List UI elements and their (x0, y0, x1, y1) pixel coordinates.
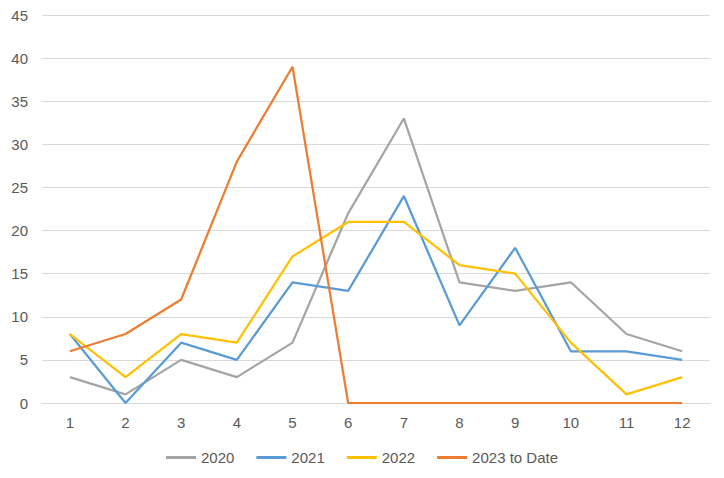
svg-text:6: 6 (344, 414, 352, 431)
svg-text:5: 5 (20, 351, 28, 368)
svg-text:10: 10 (562, 414, 579, 431)
svg-text:35: 35 (11, 93, 28, 110)
svg-text:11: 11 (619, 414, 635, 431)
svg-text:2022: 2022 (382, 449, 415, 466)
svg-text:2023 to Date: 2023 to Date (472, 449, 558, 466)
svg-text:2020: 2020 (201, 449, 234, 466)
svg-text:7: 7 (400, 414, 408, 431)
svg-text:40: 40 (11, 50, 28, 67)
svg-text:30: 30 (11, 136, 28, 153)
svg-text:4: 4 (233, 414, 241, 431)
svg-text:45: 45 (11, 7, 28, 24)
svg-text:8: 8 (455, 414, 463, 431)
svg-text:9: 9 (511, 414, 519, 431)
svg-text:2: 2 (121, 414, 129, 431)
svg-text:10: 10 (11, 308, 28, 325)
svg-text:2021: 2021 (291, 449, 324, 466)
svg-text:1: 1 (66, 414, 74, 431)
svg-text:12: 12 (674, 414, 691, 431)
svg-text:15: 15 (11, 265, 28, 282)
svg-text:0: 0 (20, 395, 28, 412)
svg-text:20: 20 (11, 222, 28, 239)
svg-text:3: 3 (177, 414, 185, 431)
svg-text:5: 5 (288, 414, 296, 431)
svg-text:25: 25 (11, 179, 28, 196)
